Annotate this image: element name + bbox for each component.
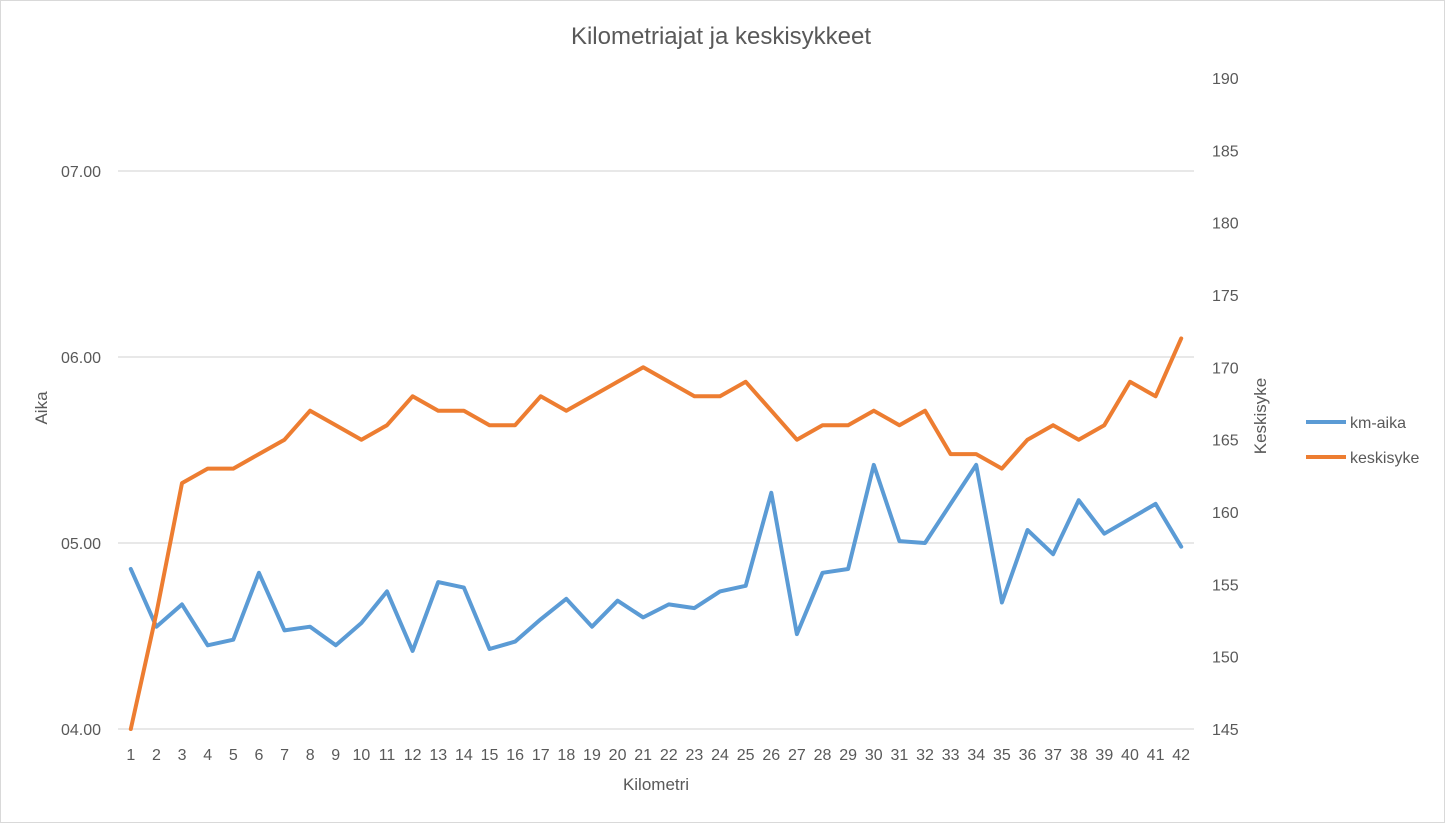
x-tick-label: 21 [634, 747, 652, 764]
x-tick-label: 29 [839, 747, 857, 764]
x-tick-label: 2 [152, 747, 161, 764]
x-tick-label: 41 [1147, 747, 1165, 764]
x-tick-label: 26 [762, 747, 780, 764]
right-tick-label: 150 [1212, 650, 1239, 667]
x-tick-label: 18 [557, 747, 575, 764]
x-tick-label: 13 [429, 747, 447, 764]
left-tick-label: 06.00 [61, 350, 101, 367]
series-lines [128, 336, 1184, 731]
legend: km-aika keskisyke [1306, 415, 1419, 467]
right-tick-label: 145 [1212, 722, 1239, 739]
x-tick-label: 34 [967, 747, 985, 764]
x-tick-label: 15 [481, 747, 499, 764]
right-tick-label: 170 [1212, 360, 1239, 377]
right-axis-label: Keskisyke [1251, 378, 1270, 455]
x-tick-label: 32 [916, 747, 934, 764]
x-tick-label: 36 [1019, 747, 1037, 764]
x-tick-label: 40 [1121, 747, 1139, 764]
left-tick-label: 05.00 [61, 536, 101, 553]
x-tick-label: 35 [993, 747, 1011, 764]
legend-label: km-aika [1350, 415, 1406, 432]
x-tick-label: 3 [178, 747, 187, 764]
x-tick-label: 23 [686, 747, 704, 764]
left-axis-ticks: 04.00 05.00 06.00 07.00 [61, 164, 101, 739]
right-tick-label: 185 [1212, 143, 1239, 160]
x-tick-label: 1 [126, 747, 135, 764]
right-tick-label: 165 [1212, 433, 1239, 450]
right-tick-label: 160 [1212, 505, 1239, 522]
x-tick-label: 38 [1070, 747, 1088, 764]
legend-label: keskisyke [1350, 450, 1419, 467]
series-line-km-aika [128, 462, 1184, 653]
x-tick-label: 10 [352, 747, 370, 764]
x-tick-label: 28 [814, 747, 832, 764]
x-tick-label: 25 [737, 747, 755, 764]
left-axis-label: Aika [32, 391, 51, 425]
right-tick-label: 175 [1212, 288, 1239, 305]
x-tick-label: 37 [1044, 747, 1062, 764]
x-tick-label: 33 [942, 747, 960, 764]
x-tick-label: 12 [404, 747, 422, 764]
x-axis-label: Kilometri [623, 775, 689, 794]
x-tick-label: 4 [203, 747, 212, 764]
x-tick-label: 31 [890, 747, 908, 764]
x-tick-label: 11 [379, 747, 396, 764]
x-tick-label: 17 [532, 747, 550, 764]
x-tick-label: 42 [1172, 747, 1190, 764]
x-tick-label: 19 [583, 747, 601, 764]
x-tick-label: 39 [1095, 747, 1113, 764]
x-tick-label: 14 [455, 747, 473, 764]
x-axis-ticks: 1 2 3 4 5 6 7 8 9 10 11 12 13 14 15 16 17 18 19 20 21 22 23 24 2… [126, 747, 1190, 764]
right-axis-ticks: 145 150 155 160 165 170 175 180 185 190 [1212, 71, 1239, 739]
left-tick-label: 04.00 [61, 722, 101, 739]
gridlines [118, 170, 1194, 730]
x-tick-label: 30 [865, 747, 883, 764]
series-line-keskisyke [128, 336, 1184, 731]
right-tick-label: 180 [1212, 216, 1239, 233]
left-tick-label: 07.00 [61, 164, 101, 181]
x-tick-label: 24 [711, 747, 729, 764]
x-tick-label: 8 [306, 747, 315, 764]
x-tick-label: 16 [506, 747, 524, 764]
x-tick-label: 27 [788, 747, 806, 764]
x-tick-label: 20 [609, 747, 627, 764]
x-tick-label: 9 [331, 747, 340, 764]
x-tick-label: 5 [229, 747, 238, 764]
right-tick-label: 190 [1212, 71, 1239, 88]
chart-title: Kilometriajat ja keskisykkeet [571, 23, 871, 50]
x-tick-label: 7 [280, 747, 289, 764]
right-tick-label: 155 [1212, 577, 1239, 594]
x-tick-label: 6 [254, 747, 263, 764]
x-tick-label: 22 [660, 747, 678, 764]
